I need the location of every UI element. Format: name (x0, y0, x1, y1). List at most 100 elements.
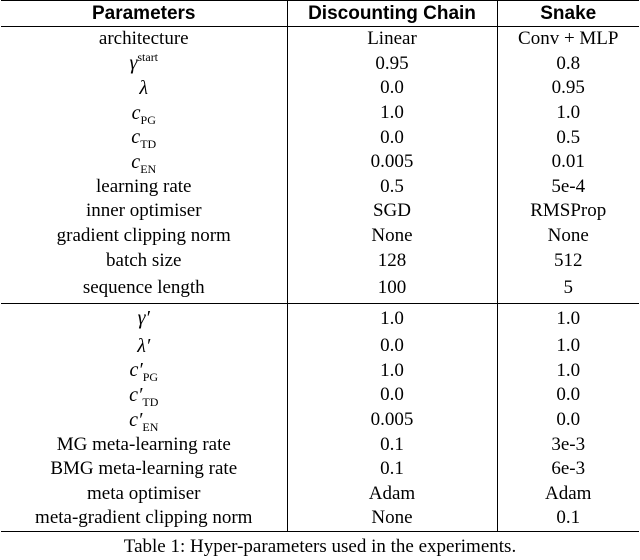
chain-value: 0.0 (286, 383, 497, 408)
chain-value: 1.0 (286, 100, 497, 126)
symbol-subscript: TD (140, 137, 157, 152)
table-row: c′EN 0.005 0.0 (1, 407, 639, 433)
param-name: gradient clipping norm (56, 225, 231, 247)
chain-value: 128 (286, 248, 497, 273)
param-symbol: c′EN (1, 408, 287, 433)
snake-value: 0.01 (496, 149, 639, 175)
chain-value: 0.0 (286, 76, 497, 101)
symbol-c: c (131, 101, 141, 124)
chain-value: 0.0 (286, 125, 497, 150)
chain-value: None (286, 223, 497, 249)
symbol-c: c (131, 150, 141, 173)
table-row: gradient clipping norm None None (1, 223, 639, 249)
table-row: λ 0.0 0.95 (1, 76, 639, 101)
param-name: meta-gradient clipping norm (1, 506, 287, 532)
symbol-subscript: EN (140, 161, 157, 176)
snake-value: 0.8 (496, 51, 639, 77)
table-row: γstart 0.95 0.8 (1, 50, 639, 77)
header-row: Parameters Discounting Chain Snake (1, 0, 639, 27)
snake-value: Conv + MLP (496, 26, 639, 52)
snake-value: 1.0 (496, 333, 639, 359)
param-name: architecture (98, 28, 189, 50)
chain-value: SGD (286, 199, 497, 224)
param-name: batch size (106, 249, 182, 271)
snake-value: 0.0 (496, 407, 639, 433)
hyperparameter-table: Parameters Discounting Chain Snake archi… (1, 0, 639, 532)
table-row: learning rate 0.5 5e-4 (1, 174, 639, 200)
chain-value: 0.0 (286, 333, 497, 359)
param-symbol: γ′ (1, 302, 287, 334)
symbol-c-prime: c′ (129, 408, 143, 431)
table-row: λ′ 0.0 1.0 (1, 333, 639, 359)
snake-value: None (496, 223, 639, 249)
chain-value: 100 (286, 272, 497, 304)
chain-value: 0.5 (286, 174, 497, 200)
chain-value: 0.1 (286, 432, 497, 457)
symbol-subscript: TD (142, 394, 159, 409)
snake-value: 3e-3 (496, 432, 639, 457)
table-row: c′PG 1.0 1.0 (1, 358, 639, 385)
param-symbol: cTD (1, 125, 287, 150)
table-row: γ′ 1.0 1.0 (1, 302, 639, 334)
snake-value: 5 (496, 272, 639, 304)
snake-value: 0.0 (496, 383, 639, 408)
table-row: BMG meta-learning rate 0.1 6e-3 (1, 456, 639, 482)
chain-value: 1.0 (286, 358, 497, 384)
snake-value: 0.5 (496, 125, 639, 150)
param-name: MG meta-learning rate (56, 433, 231, 455)
symbol-gamma: γ (129, 52, 138, 75)
table-row: cPG 1.0 1.0 (1, 100, 639, 126)
chain-value: 0.95 (286, 51, 497, 77)
snake-value: Adam (496, 481, 639, 507)
param-symbol: cPG (1, 101, 287, 126)
symbol-subscript: PG (140, 112, 156, 127)
param-name: sequence length (82, 276, 205, 298)
snake-value: 6e-3 (496, 456, 639, 482)
table-row: c′TD 0.0 0.0 (1, 383, 639, 408)
chain-value: 0.005 (286, 407, 497, 433)
table-row: inner optimiser SGD RMSProp (1, 199, 639, 224)
snake-value: 0.1 (496, 506, 639, 532)
snake-value: 512 (496, 248, 639, 273)
header-discounting-chain: Discounting Chain (286, 0, 497, 27)
symbol-subscript: EN (142, 419, 159, 434)
table-row: batch size 128 512 (1, 248, 639, 273)
symbol-c-prime: c′ (129, 359, 143, 382)
header-parameters: Parameters (1, 0, 287, 27)
table-row: MG meta-learning rate 0.1 3e-3 (1, 432, 639, 457)
param-name: inner optimiser (85, 200, 202, 222)
chain-value: 0.1 (286, 456, 497, 482)
param-symbol: c′TD (1, 383, 287, 408)
symbol-c-prime: c′ (129, 383, 143, 406)
param-name: learning rate (96, 175, 192, 197)
table-row: meta-gradient clipping norm None 0.1 (1, 506, 639, 532)
param-name: meta optimiser (87, 482, 201, 504)
table-caption: Table 1: Hyper-parameters used in the ex… (123, 536, 517, 557)
symbol-lambda-prime: λ′ (137, 334, 151, 357)
table-row: sequence length 100 5 (1, 272, 639, 304)
table-row: cTD 0.0 0.5 (1, 125, 639, 150)
symbol-lambda: λ (139, 76, 149, 99)
snake-value: 5e-4 (496, 174, 639, 200)
symbol-superscript: start (137, 50, 159, 65)
snake-value: 1.0 (496, 302, 639, 334)
snake-value: 0.95 (496, 76, 639, 101)
snake-value: RMSProp (496, 199, 639, 224)
symbol-gamma-prime: γ′ (137, 307, 150, 330)
table-row: meta optimiser Adam Adam (1, 481, 639, 507)
table-row: architecture Linear Conv + MLP (1, 26, 639, 52)
header-snake: Snake (496, 0, 639, 27)
param-name: BMG meta-learning rate (50, 458, 238, 480)
snake-value: 1.0 (496, 358, 639, 384)
chain-value: Linear (286, 26, 497, 52)
chain-value: Adam (286, 481, 497, 507)
param-symbol: c′PG (1, 359, 287, 385)
param-symbol: λ (1, 76, 287, 101)
chain-value: None (286, 506, 497, 532)
table-row: cEN 0.005 0.01 (1, 149, 639, 175)
symbol-subscript: PG (142, 370, 159, 385)
param-symbol: λ′ (1, 334, 287, 359)
param-symbol: cEN (1, 150, 287, 175)
symbol-c: c (131, 126, 141, 149)
param-symbol: γstart (1, 50, 287, 77)
